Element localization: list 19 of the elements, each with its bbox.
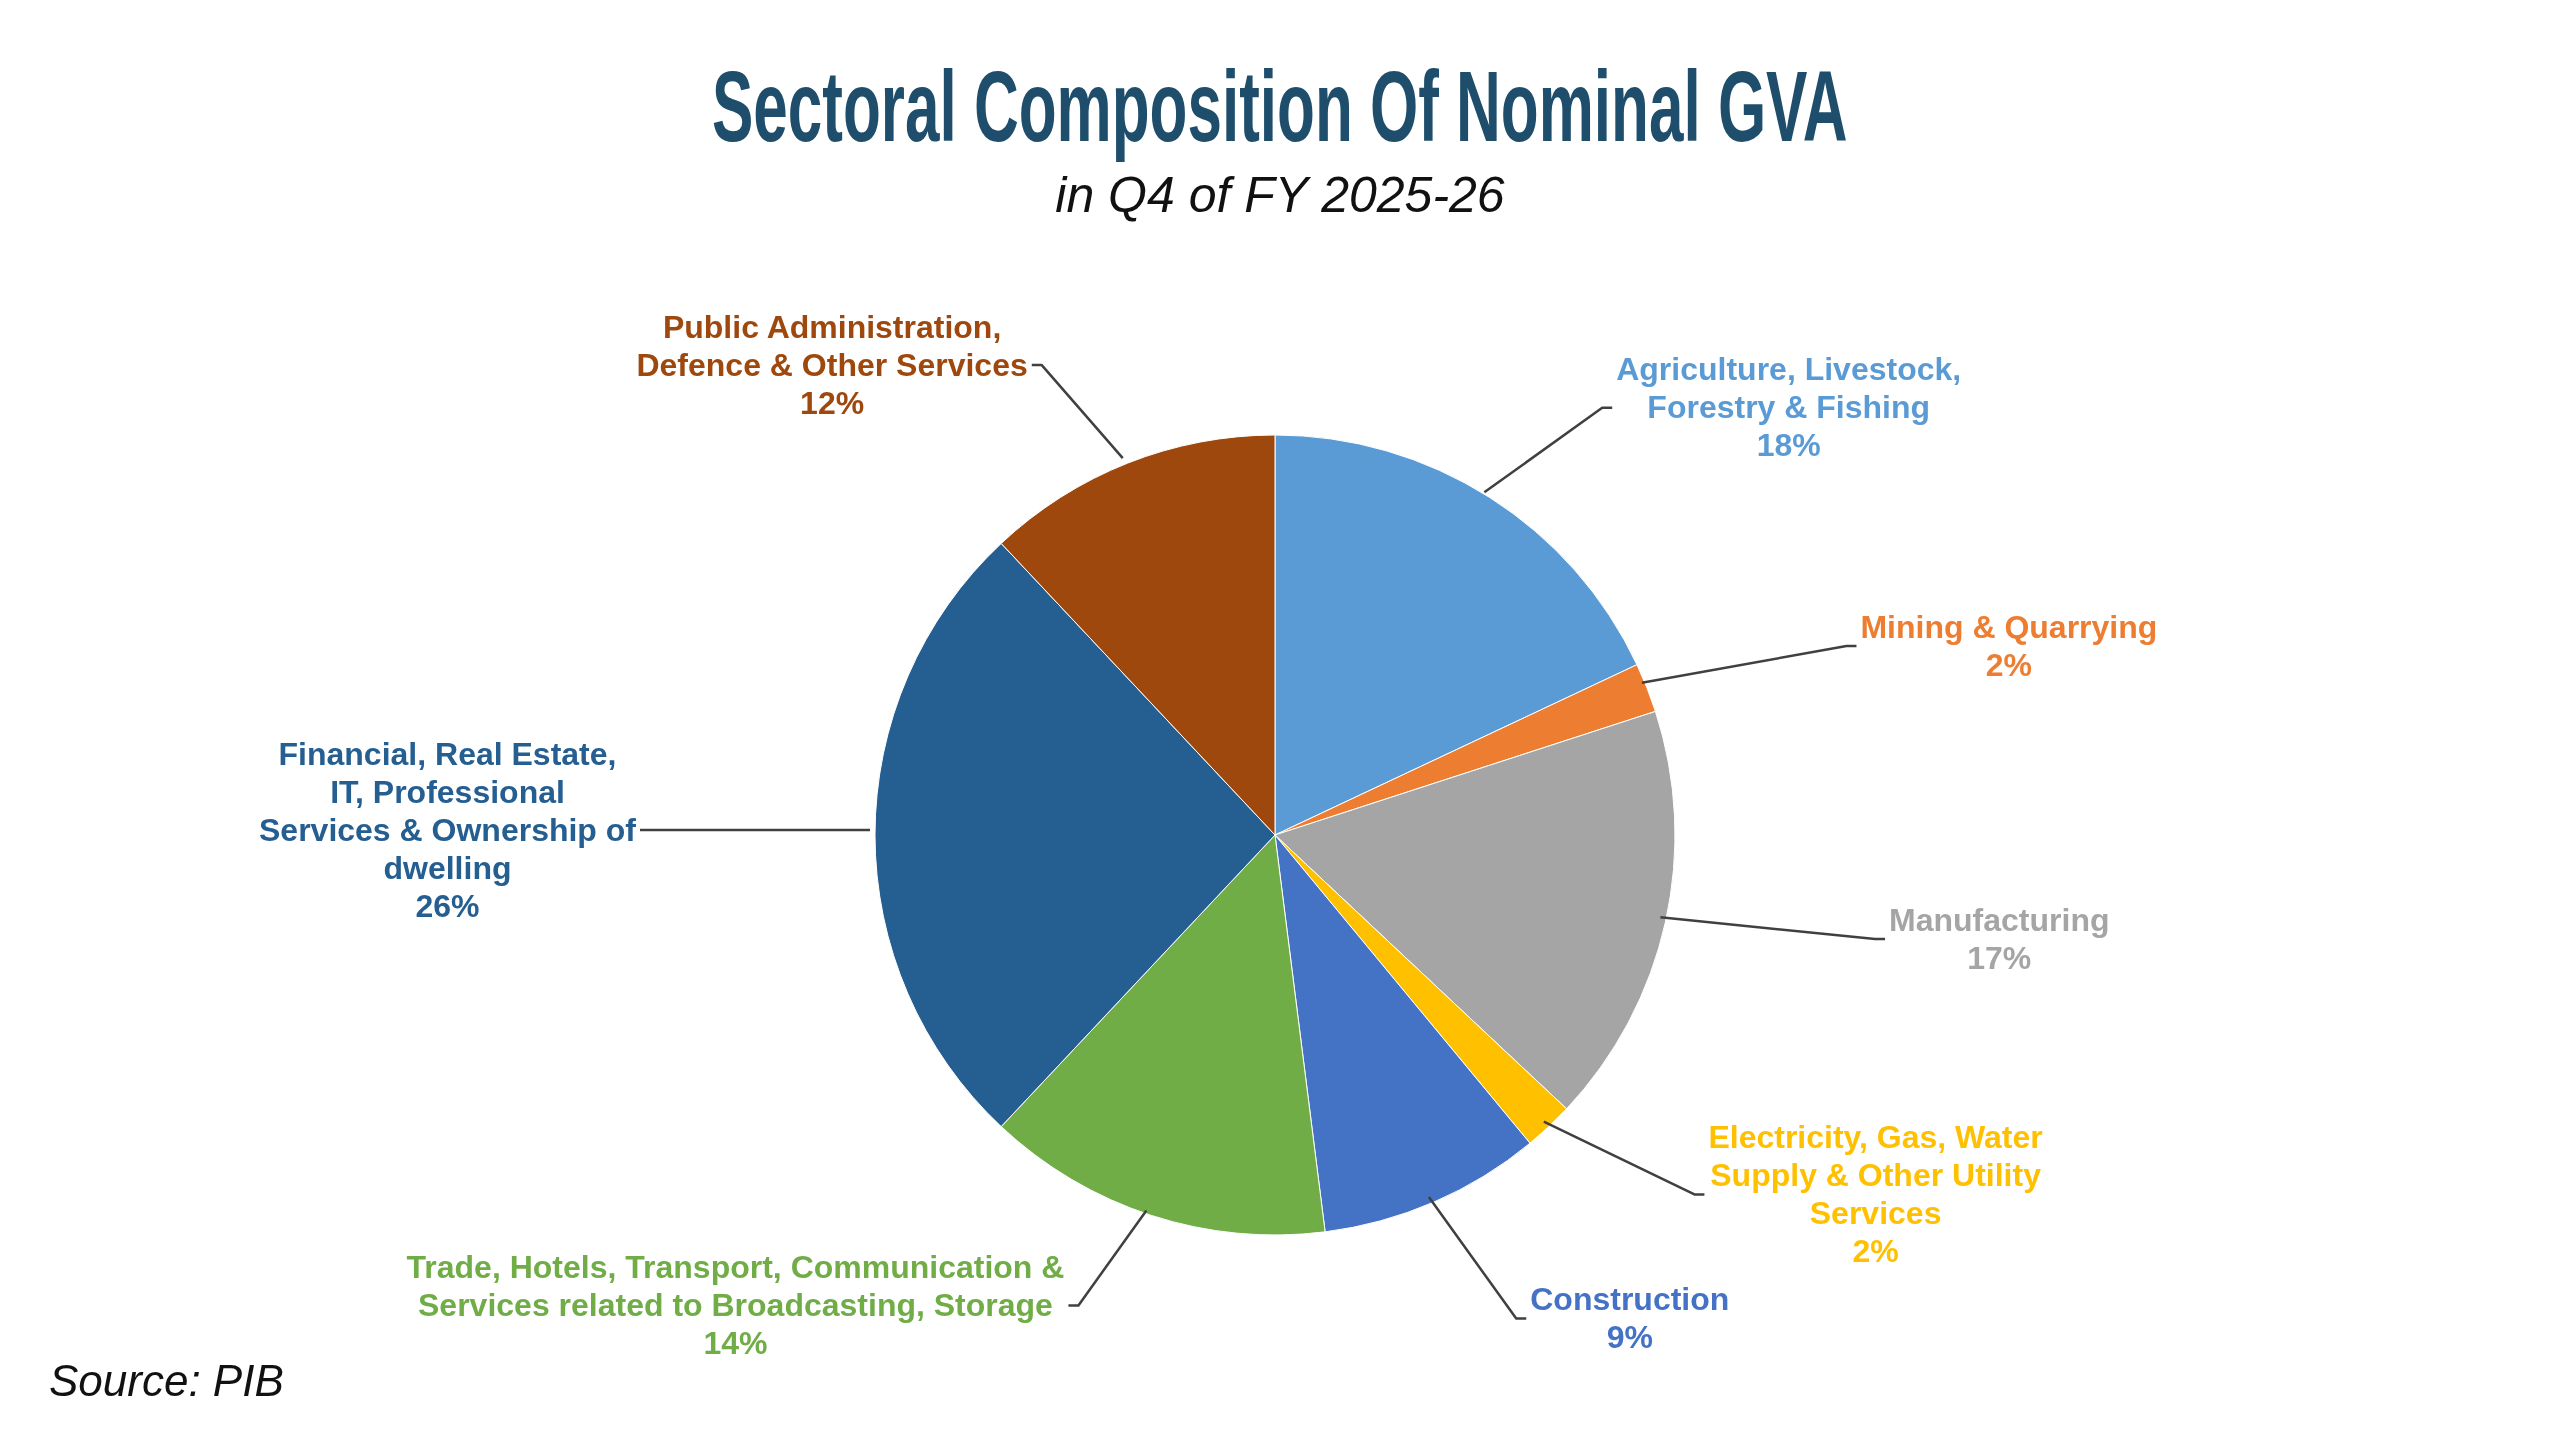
data-label: 14% bbox=[703, 1325, 768, 1362]
data-label: 2% bbox=[1985, 646, 2033, 683]
slice-label: Construction bbox=[1530, 1281, 1730, 1318]
data-label: 17% bbox=[1967, 939, 2032, 976]
data-label: 18% bbox=[1756, 427, 1821, 464]
slice-label: Trade, Hotels, Transport, Communication & Services related to Broadcasting, Storage bbox=[406, 1249, 1065, 1324]
chart-subtitle: in Q4 of FY 2025-26 bbox=[1055, 167, 1505, 223]
data-label: 26% bbox=[415, 887, 480, 924]
slice-label: Manufacturing bbox=[1889, 901, 2110, 938]
data-label: 9% bbox=[1606, 1319, 1653, 1356]
source-note: Source: PIB bbox=[49, 1355, 284, 1407]
slice-label: Agriculture, Livestock, Forestry & Fishing bbox=[1616, 351, 1962, 426]
data-label: 2% bbox=[1852, 1233, 1899, 1270]
slice-label: Electricity, Gas, Water Supply & Other Utility Services bbox=[1708, 1119, 2043, 1232]
slice-label: Public Administration, Defence & Other Services bbox=[636, 308, 1028, 383]
chart-title: Sectoral Composition Of Nominal GVA bbox=[712, 49, 1848, 164]
slice-label: Financial, Real Estate, IT, Professional Services & Ownership of dwelling bbox=[258, 735, 637, 886]
slice-label: Mining & Quarrying bbox=[1860, 608, 2158, 645]
data-label: 12% bbox=[800, 384, 865, 421]
